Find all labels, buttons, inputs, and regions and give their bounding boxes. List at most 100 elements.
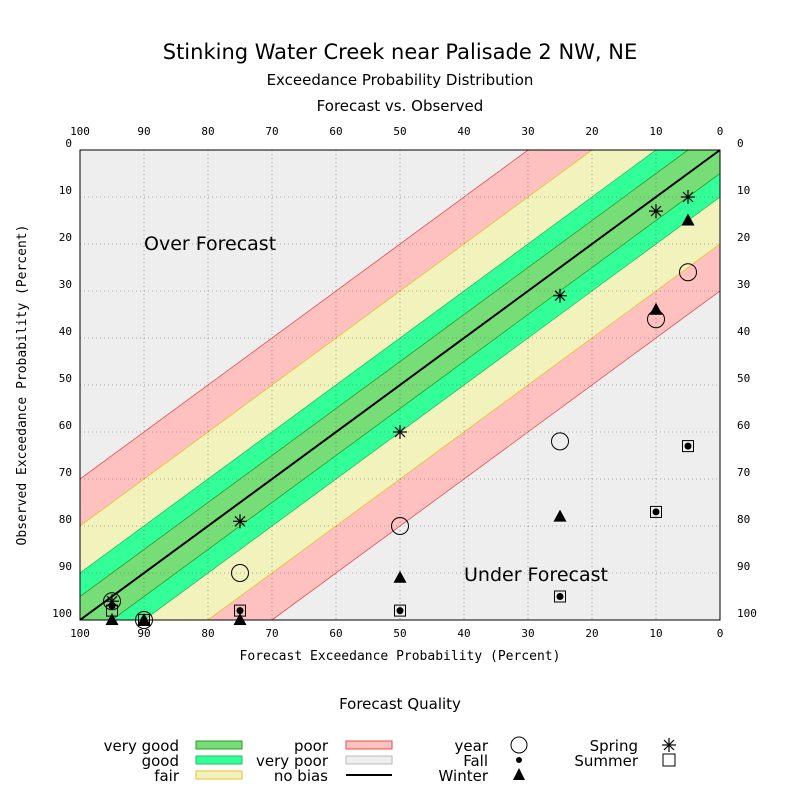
point-year xyxy=(135,611,153,629)
chart-subtitle-2: Forecast vs. Observed xyxy=(316,97,484,115)
y-axis-label: Observed Exceedance Probability (Percent… xyxy=(15,225,30,546)
x-tick-label-bottom: 60 xyxy=(329,627,342,640)
legend-label-summer: Summer xyxy=(574,752,638,770)
y-tick-label-left: 40 xyxy=(59,325,72,338)
point-year xyxy=(679,263,697,282)
y-tick-label-right: 30 xyxy=(737,278,750,291)
x-tick-label-bottom: 80 xyxy=(201,627,214,640)
point-winter xyxy=(105,613,119,625)
point-spring xyxy=(553,288,567,303)
x-tick-label-bottom: 10 xyxy=(649,627,662,640)
y-tick-label-right: 20 xyxy=(737,231,750,244)
y-tick-label-right: 50 xyxy=(737,372,750,385)
legend-label-fall: Fall xyxy=(463,752,488,770)
legend-swatch-fair xyxy=(195,770,243,780)
point-fall xyxy=(556,593,564,600)
legend-label-spring: Spring xyxy=(590,737,638,755)
x-tick-label-bottom: 70 xyxy=(265,627,278,640)
legend-swatch-poor xyxy=(345,740,393,750)
x-tick-label-top: 20 xyxy=(585,125,598,138)
point-winter xyxy=(393,570,407,583)
legend-marker-winter xyxy=(513,768,525,780)
y-tick-label-left: 100 xyxy=(52,607,72,620)
legend-label-very-poor: very poor xyxy=(256,752,329,770)
point-spring xyxy=(649,204,663,219)
x-tick-label-top: 0 xyxy=(717,125,724,138)
chart-subtitle-1: Exceedance Probability Distribution xyxy=(266,71,534,89)
x-tick-label-bottom: 100 xyxy=(70,627,90,640)
legend-label-winter: Winter xyxy=(439,767,489,785)
point-fall xyxy=(684,442,692,450)
no-bias-line xyxy=(79,149,721,621)
point-summer xyxy=(234,604,246,617)
point-year xyxy=(391,517,409,535)
x-axis-label: Forecast Exceedance Probability (Percent… xyxy=(240,649,561,664)
x-tick-label-top: 10 xyxy=(649,125,662,138)
y-tick-label-right: 100 xyxy=(737,607,757,620)
y-tick-label-left: 60 xyxy=(59,419,72,432)
point-spring xyxy=(681,190,695,204)
point-summer xyxy=(394,604,406,617)
x-tick-label-bottom: 0 xyxy=(717,627,724,640)
data-points xyxy=(103,190,697,629)
point-summer xyxy=(138,614,150,626)
y-tick-label-right: 90 xyxy=(737,560,750,573)
point-summer xyxy=(682,440,694,453)
y-tick-label-left: 10 xyxy=(59,184,72,197)
y-tick-label-right: 80 xyxy=(737,513,750,526)
y-tick-label-left: 80 xyxy=(59,513,72,526)
legend-marker-summer xyxy=(662,753,676,767)
y-tick-label-right: 60 xyxy=(737,419,750,432)
legend-label-very-good: very good xyxy=(104,737,179,755)
point-year xyxy=(231,564,249,582)
y-tick-label-left: 0 xyxy=(65,137,72,150)
x-tick-label-bottom: 90 xyxy=(137,627,150,640)
x-tick-label-top: 60 xyxy=(329,125,342,138)
point-summer xyxy=(650,505,662,518)
x-tick-label-bottom: 40 xyxy=(457,627,470,640)
point-year xyxy=(103,592,121,611)
x-tick-label-top: 40 xyxy=(457,125,470,138)
point-spring xyxy=(233,514,247,529)
point-summer xyxy=(106,604,118,617)
y-tick-label-left: 20 xyxy=(59,231,72,244)
x-tick-label-top: 70 xyxy=(265,125,278,138)
point-fall xyxy=(396,607,404,615)
x-tick-label-top: 100 xyxy=(70,125,90,138)
point-fall xyxy=(652,508,660,516)
under-forecast-label: Under Forecast xyxy=(464,564,608,586)
legend-label-fair: fair xyxy=(154,767,180,785)
chart-title: Stinking Water Creek near Palisade 2 NW,… xyxy=(162,40,638,64)
y-tick-label-left: 70 xyxy=(59,466,72,479)
x-tick-label-top: 30 xyxy=(521,125,534,138)
plot-frame xyxy=(79,149,721,621)
point-summer xyxy=(554,590,566,603)
y-tick-label-right: 0 xyxy=(737,137,744,150)
legend-marker-fall xyxy=(516,757,522,763)
y-tick-label-left: 50 xyxy=(59,372,72,385)
x-tick-label-top: 90 xyxy=(137,125,150,138)
y-tick-label-right: 70 xyxy=(737,466,750,479)
x-tick-label-top: 50 xyxy=(393,125,406,138)
legend-label-year: year xyxy=(455,737,489,755)
legend-swatch-very-good xyxy=(195,740,243,750)
point-winter xyxy=(233,613,247,625)
legend-label-poor: poor xyxy=(294,737,329,755)
x-tick-label-bottom: 50 xyxy=(393,627,406,640)
x-tick-label-bottom: 30 xyxy=(521,627,534,640)
legend-label-no-bias: no bias xyxy=(274,767,328,785)
legend-label-good: good xyxy=(142,752,179,770)
over-forecast-label: Over Forecast xyxy=(144,233,276,255)
axis-ticks: 1001009090808070706060505040403030202010… xyxy=(52,125,757,640)
point-winter xyxy=(553,509,567,522)
point-spring xyxy=(105,594,119,609)
legend-marker-year xyxy=(510,736,528,754)
legend-marker-spring xyxy=(662,738,676,752)
y-tick-label-left: 30 xyxy=(59,278,72,291)
point-year xyxy=(551,432,569,451)
y-tick-label-right: 10 xyxy=(737,184,750,197)
point-winter xyxy=(681,213,695,226)
y-tick-label-left: 90 xyxy=(59,560,72,573)
legend-swatch-good xyxy=(195,755,243,765)
